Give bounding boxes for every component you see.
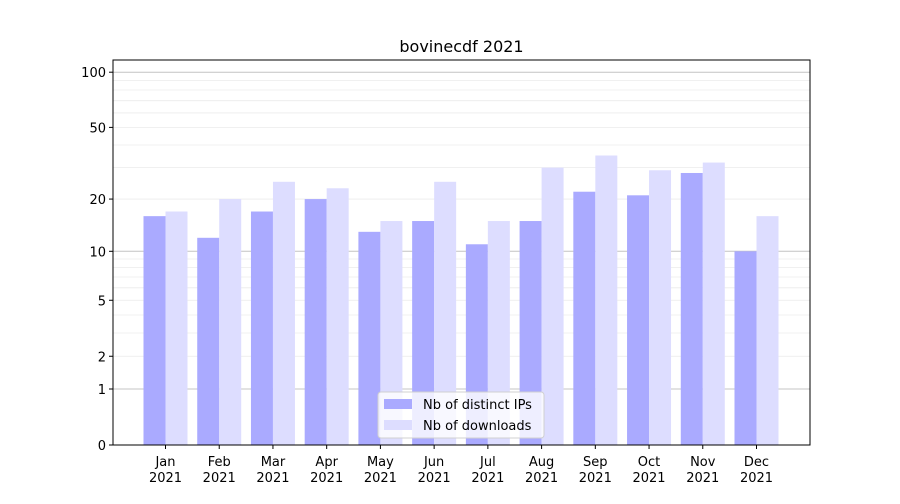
bar-distinct-ips [304, 199, 327, 445]
bars [143, 155, 779, 446]
bar-distinct-ips [519, 221, 542, 445]
legend-box [377, 391, 545, 439]
legend-label: Nb of downloads [423, 419, 532, 434]
x-tick-label: Aug 2021 [525, 455, 558, 486]
bar-downloads [595, 155, 618, 445]
x-tick-label: Jan 2021 [149, 455, 182, 486]
x-tick-label: Jul 2021 [471, 455, 504, 486]
x-tick-label: Dec 2021 [740, 455, 773, 486]
x-tick-label: Feb 2021 [203, 455, 236, 486]
bar-downloads [380, 221, 403, 445]
y-tick-label: 50 [89, 121, 106, 136]
bar-distinct-ips [358, 231, 381, 445]
x-axis: Jan 2021 Feb 2021 Mar 2021 Apr 2021 May 2021 Jun 20… [149, 445, 773, 486]
x-tick-label: Apr 2021 [310, 455, 343, 486]
y-tick-label: 2 [98, 350, 106, 365]
bar-distinct-ips [250, 211, 273, 445]
axes-frame [112, 59, 811, 446]
x-tick-label: Nov 2021 [686, 455, 719, 486]
bar-downloads [702, 162, 725, 446]
y-tick-label: 1 [98, 383, 106, 398]
x-tick-label: May 2021 [364, 455, 397, 486]
y-tick-label: 5 [98, 294, 106, 309]
bar-distinct-ips [680, 172, 703, 446]
bar-distinct-ips [143, 216, 166, 445]
y-tick-label: 20 [89, 193, 106, 208]
bar-downloads [165, 211, 188, 445]
legend-label: Nb of distinct IPs [423, 398, 532, 413]
bar-downloads [326, 188, 349, 446]
bar-distinct-ips [627, 195, 650, 445]
x-tick-label: Mar 2021 [256, 455, 289, 486]
chart-title: bovinecdf 2021 [399, 37, 523, 56]
bar-distinct-ips [412, 221, 435, 445]
bar-downloads [649, 170, 672, 446]
legend-swatch [384, 399, 412, 409]
bar-downloads [541, 167, 564, 445]
y-tick-label: 10 [89, 245, 106, 260]
bar-distinct-ips [734, 251, 757, 445]
bar-downloads [756, 216, 779, 445]
bar-downloads [434, 181, 457, 446]
bar-distinct-ips [197, 237, 220, 445]
legend: Nb of distinct IPs Nb of downloads [377, 391, 545, 439]
bar-downloads [487, 221, 510, 445]
x-tick-label: Oct 2021 [632, 455, 665, 486]
y-tick-label: 0 [98, 439, 106, 454]
y-tick-label: 100 [81, 66, 106, 81]
bar-downloads [219, 199, 242, 445]
x-tick-label: Sep 2021 [579, 455, 612, 486]
bar-downloads [272, 181, 295, 446]
legend-swatch [384, 420, 412, 430]
x-tick-label: Jun 2021 [418, 455, 451, 486]
bar-distinct-ips [573, 191, 596, 445]
y-axis: 0 1 2 5 10 20 50 100 [81, 66, 113, 454]
